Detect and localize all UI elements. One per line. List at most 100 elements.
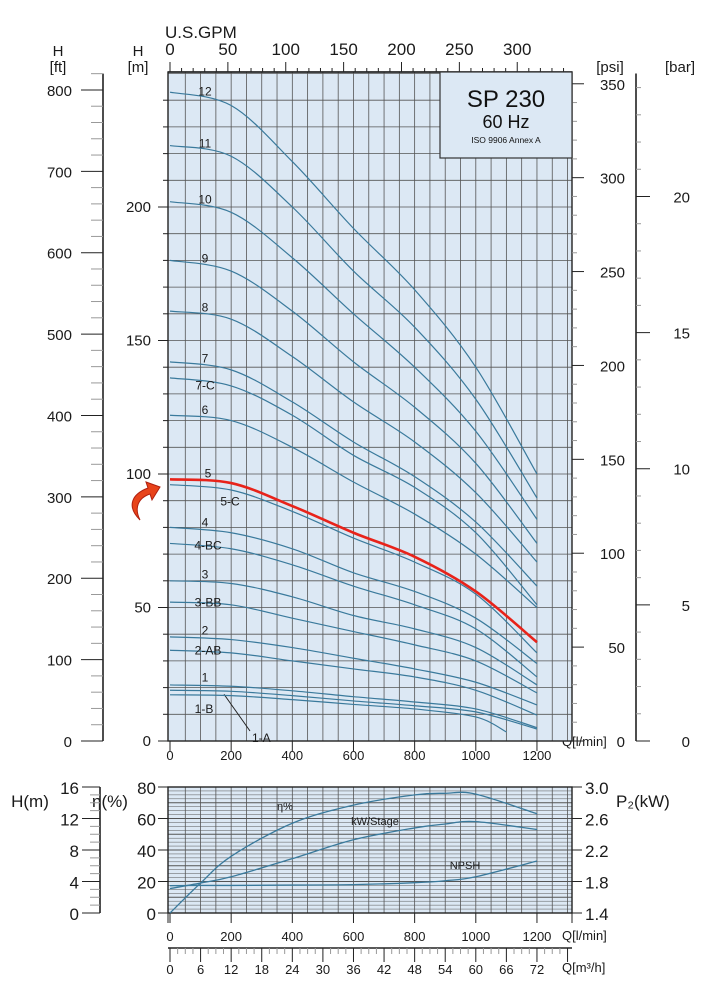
x-tick-label: 1000	[461, 929, 490, 944]
ft-tick-label: 400	[47, 408, 72, 425]
gpm-tick-label: 200	[387, 40, 415, 59]
curve-stage-8	[169, 310, 538, 563]
psi-tick-label: 0	[617, 734, 625, 751]
x-tick-label: 0	[166, 929, 173, 944]
title-box: SP 230 60 Hz ISO 9906 Annex A	[439, 71, 573, 159]
m3h-tick-label: 30	[316, 962, 330, 977]
psi-tick-label: 150	[600, 452, 625, 469]
m3h-tick-label: 60	[469, 962, 483, 977]
curve-label: 7	[202, 351, 209, 365]
m3h-tick-label: 12	[224, 962, 238, 977]
p2-tick-label: 2.2	[585, 842, 609, 861]
curve-label: 11	[199, 136, 212, 150]
m3h-tick-label: 18	[255, 962, 269, 977]
curve-stage-2	[169, 636, 538, 706]
curve-label: NPSH	[450, 860, 481, 872]
ft-tick-label: 700	[47, 164, 72, 181]
curve-stage-7-C	[169, 377, 538, 606]
curve-label: 1-A	[252, 731, 271, 745]
bar-axis-title: [bar]	[665, 59, 695, 76]
m3h-tick-label: 6	[197, 962, 204, 977]
m-axis-title-h: H	[133, 43, 144, 60]
curve-stage-11	[169, 144, 538, 499]
curve-label: 7-C	[195, 378, 215, 392]
x-tick-label: 200	[220, 929, 242, 944]
x-tick-label: 800	[404, 748, 426, 763]
bar-tick-label: 5	[682, 598, 690, 615]
x-tick-label: 600	[343, 929, 365, 944]
m-axis-title-unit: [m]	[128, 59, 149, 76]
m3h-tick-label: 42	[377, 962, 391, 977]
curve-label: 2-AB	[195, 644, 222, 658]
curve-label: 2	[202, 623, 209, 637]
h-tick-label: 16	[60, 779, 79, 798]
curve-stage-1-B	[169, 694, 507, 733]
curve-kwstage	[169, 820, 538, 890]
curve-label: 1	[202, 671, 209, 685]
x-tick-label: 400	[281, 929, 303, 944]
eta-tick-label: 40	[137, 842, 156, 861]
curve-stage-5	[169, 478, 538, 644]
psi-tick-label: 50	[608, 640, 625, 657]
psi-tick-label: 350	[600, 77, 625, 94]
bar-tick-label: 15	[673, 326, 690, 343]
curve-label: 5-C	[220, 495, 240, 509]
curve-label: 8	[202, 301, 209, 315]
eta-tick-label: 60	[137, 811, 156, 830]
curve-label: 12	[198, 85, 212, 99]
ft-axis-title-unit: [ft]	[50, 59, 67, 76]
curve-label: η%	[277, 801, 293, 813]
h-tick-label: 12	[60, 811, 79, 830]
h-axis-title: H(m)	[11, 792, 49, 811]
m-tick-label: 150	[126, 333, 151, 350]
psi-tick-label: 100	[600, 546, 625, 563]
curve-label: 5	[205, 466, 212, 480]
p2-tick-label: 1.4	[585, 905, 609, 924]
curve-stage-7	[169, 361, 538, 587]
curve-stage-3-BB	[169, 601, 538, 694]
m3h-tick-label: 54	[438, 962, 452, 977]
gpm-axis-title: U.S.GPM	[165, 23, 237, 42]
curve-label: 4-BC	[194, 538, 222, 552]
curve-npsh	[169, 860, 538, 887]
ft-tick-label: 0	[64, 734, 72, 751]
title-box-frame	[439, 71, 573, 159]
m-tick-label: 50	[134, 600, 151, 617]
h-tick-label: 4	[70, 874, 79, 893]
p2-axis-title: P₂(kW)	[616, 792, 670, 811]
chart-title: SP 230	[467, 86, 545, 113]
curve-stage-2-AB	[169, 649, 538, 716]
curve-label: 6	[202, 403, 209, 417]
x-tick-label: 0	[166, 748, 173, 763]
curve-label: 9	[202, 251, 209, 265]
bar-tick-label: 20	[673, 189, 690, 206]
p2-tick-label: 3.0	[585, 779, 609, 798]
curve-stage-9	[169, 259, 538, 544]
bar-tick-label: 0	[682, 734, 690, 751]
m-tick-label: 200	[126, 199, 151, 216]
gpm-tick-label: 100	[272, 40, 300, 59]
m3h-tick-label: 72	[530, 962, 544, 977]
curve-label: 3	[202, 567, 209, 581]
curve-label: kW/Stage	[351, 816, 399, 828]
curve-stage-3	[169, 580, 538, 686]
curve-stage-4	[169, 526, 538, 665]
m3h-tick-label: 0	[166, 962, 173, 977]
eta-tick-label: 80	[137, 779, 156, 798]
p2-tick-label: 2.6	[585, 811, 609, 830]
m3h-tick-label: 24	[285, 962, 299, 977]
x-tick-label: 600	[343, 748, 365, 763]
x-tick-label: 1200	[522, 748, 551, 763]
p2-tick-label: 1.8	[585, 874, 609, 893]
ft-tick-label: 600	[47, 246, 72, 263]
x-tick-label: 400	[281, 748, 303, 763]
curve-stage-1-A	[169, 689, 538, 730]
m3h-tick-label: 48	[407, 962, 421, 977]
curve-stage-12	[169, 91, 538, 475]
m3h-axis-title: Q[m³/h]	[562, 960, 605, 975]
top-x-axis-title: Q[l/min]	[562, 734, 607, 749]
x-tick-label: 200	[220, 748, 242, 763]
m3h-tick-label: 36	[346, 962, 360, 977]
gpm-tick-label: 50	[218, 40, 237, 59]
